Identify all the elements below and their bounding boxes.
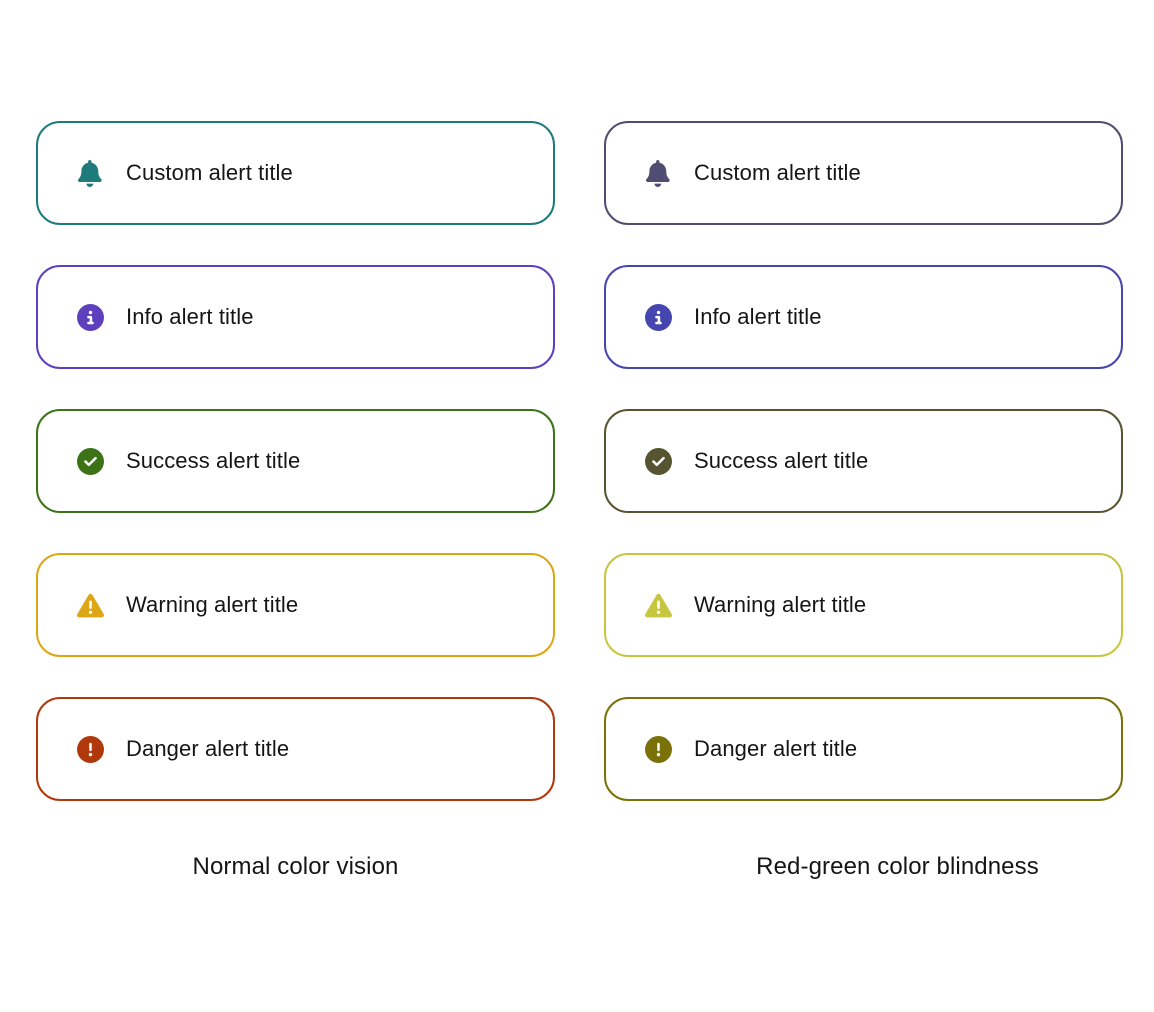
danger-alert: Danger alert title [36,697,555,801]
alert-title: Custom alert title [694,160,861,185]
bell-icon [644,159,672,187]
warning-alert: Warning alert title [604,553,1123,657]
check-circle-icon [644,447,672,475]
success-alert: Success alert title [604,409,1123,513]
info-circle-icon [644,303,672,331]
info-alert: Info alert title [36,265,555,369]
warning-triangle-icon [644,593,672,617]
alert-title: Danger alert title [694,736,858,761]
check-circle-icon [76,447,104,475]
info-circle-icon [76,303,104,331]
warning-triangle-icon [76,593,104,617]
exclamation-circle-icon [644,735,672,763]
column-normal-color-vision: Custom alert title Info alert title Succ… [36,121,555,881]
info-alert: Info alert title [604,265,1123,369]
alert-columns: Custom alert title Info alert title Succ… [36,121,1154,881]
alert-title: Info alert title [694,304,822,329]
warning-triangle-icon [76,591,104,619]
alert-accessibility-comparison: Custom alert title Info alert title Succ… [36,121,1154,881]
column-caption: Normal color vision [192,853,399,880]
alert-title: Danger alert title [126,736,290,761]
column-red-green-color-blindness: Custom alert title Info alert title Succ… [604,121,1123,881]
exclamation-circle-icon [76,735,104,763]
warning-alert: Warning alert title [36,553,555,657]
column-caption: Red-green color blindness [756,853,1039,880]
alert-title: Success alert title [694,448,869,473]
success-alert: Success alert title [36,409,555,513]
alert-list: Custom alert title Info alert title Succ… [604,121,1123,801]
check-circle-icon [644,447,672,475]
bell-icon [646,159,670,187]
check-circle-icon [76,447,104,475]
alert-title: Warning alert title [126,592,299,617]
alert-title: Custom alert title [126,160,293,185]
alert-title: Info alert title [126,304,254,329]
alert-title: Success alert title [126,448,301,473]
custom-alert: Custom alert title [604,121,1123,225]
custom-alert: Custom alert title [36,121,555,225]
warning-triangle-icon [644,591,672,619]
exclamation-circle-icon [76,735,104,763]
danger-alert: Danger alert title [604,697,1123,801]
bell-icon [78,159,102,187]
info-circle-icon [644,303,672,331]
bell-icon [76,159,104,187]
alert-list: Custom alert title Info alert title Succ… [36,121,555,801]
exclamation-circle-icon [644,735,672,763]
info-circle-icon [76,303,104,331]
alert-title: Warning alert title [694,592,867,617]
